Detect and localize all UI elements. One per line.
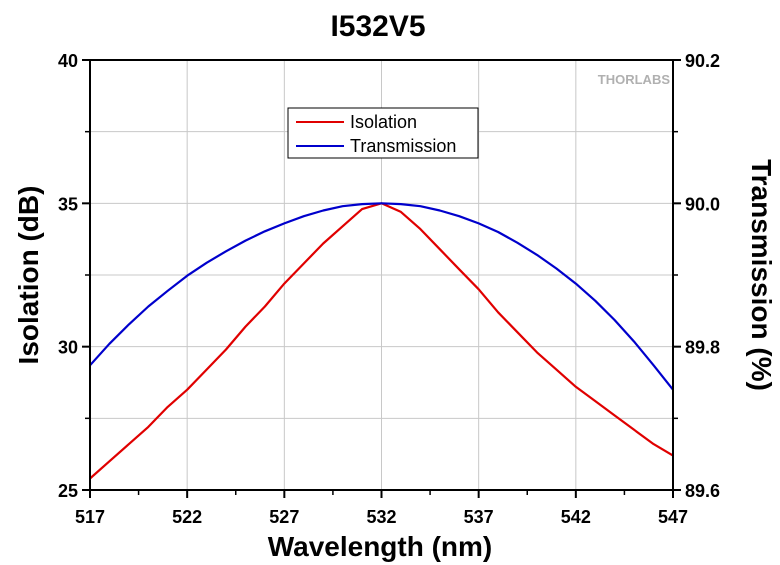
legend: Isolation Transmission [287, 107, 479, 159]
chart-title: I532V5 [330, 10, 425, 43]
legend-label-transmission: Transmission [350, 136, 456, 156]
y2-tick-label: 90.2 [685, 51, 720, 71]
y2-tick-label: 89.6 [685, 481, 720, 501]
x-tick-label: 537 [464, 507, 494, 527]
x-axis-title: Wavelength (nm) [268, 531, 493, 562]
y-tick-label: 35 [58, 194, 78, 214]
thorlabs-watermark: THORLABS [598, 72, 671, 87]
legend-label-isolation: Isolation [350, 112, 417, 132]
tick-marks [82, 59, 681, 498]
x-tick-label: 542 [561, 507, 591, 527]
x-tick-label: 517 [75, 507, 105, 527]
y2-tick-label: 89.8 [685, 338, 720, 358]
tick-labels: 517 522 527 532 537 542 547 25 30 35 40 89.6 89.8 90.… [58, 51, 720, 527]
x-tick-label: 522 [172, 507, 202, 527]
x-tick-label: 527 [269, 507, 299, 527]
y-tick-label: 25 [58, 481, 78, 501]
legend-box [287, 107, 479, 159]
y2-axis-title: Transmission (%) [746, 159, 777, 391]
series-layer [89, 202, 674, 480]
y-tick-label: 40 [58, 51, 78, 71]
x-tick-label: 547 [658, 507, 688, 527]
y-axis-title: Isolation (dB) [13, 186, 44, 365]
series-line-transmission [89, 202, 674, 391]
x-tick-label: 532 [366, 507, 396, 527]
y2-tick-label: 90.0 [685, 194, 720, 214]
y-tick-label: 30 [58, 338, 78, 358]
